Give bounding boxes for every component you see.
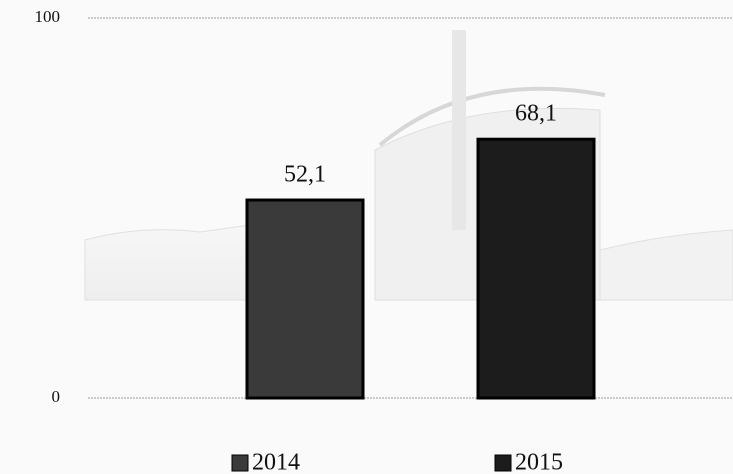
y-tick-label: 100 xyxy=(35,7,61,26)
value-label: 52,1 xyxy=(284,162,326,188)
bar xyxy=(245,198,365,400)
legend-swatch xyxy=(494,454,512,472)
legend-swatch xyxy=(231,454,249,472)
y-tick-label: 0 xyxy=(52,387,61,406)
bar xyxy=(476,137,596,400)
value-label: 68,1 xyxy=(515,101,557,127)
legend-label: 2014 xyxy=(252,450,300,474)
legend-label: 2015 xyxy=(515,450,563,474)
